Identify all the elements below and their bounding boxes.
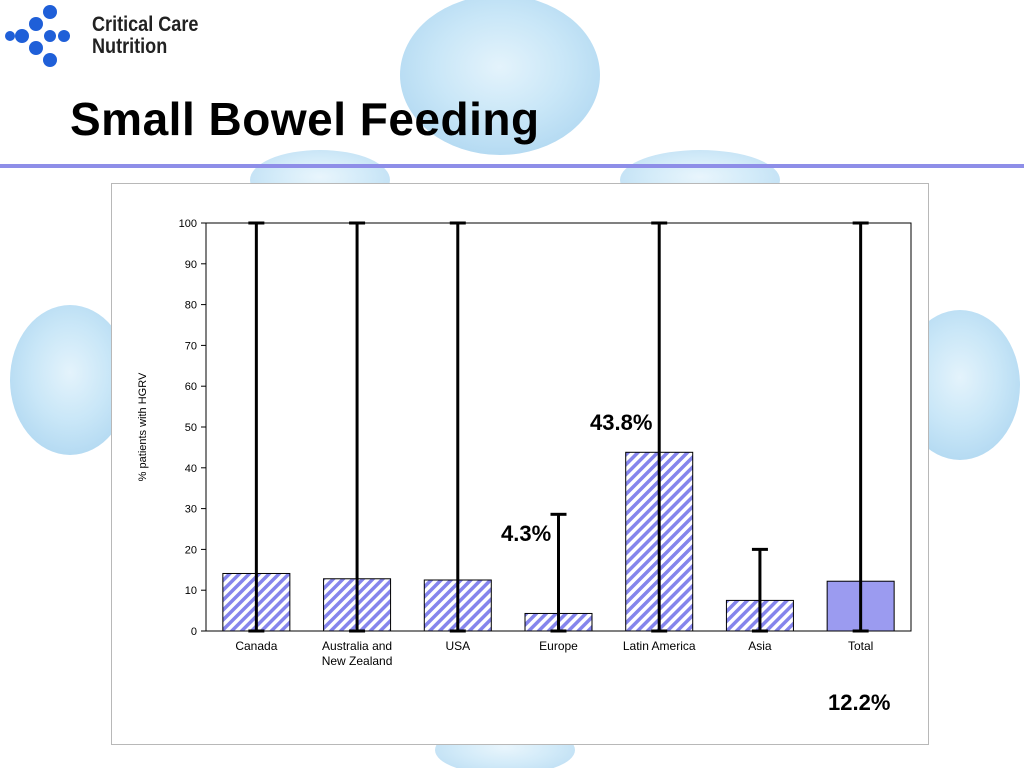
page-title: Small Bowel Feeding [70, 93, 540, 145]
y-tick-label: 60 [185, 381, 197, 393]
callout-europe: 4.3% [501, 521, 552, 546]
bg-bubble [400, 0, 600, 155]
title-divider [0, 164, 1024, 168]
bg-bubble [900, 310, 1020, 460]
y-tick-label: 40 [185, 463, 197, 475]
brand-line-2: Nutrition [92, 35, 168, 58]
brand-logo-icon [5, 5, 70, 67]
y-tick-label: 0 [191, 626, 197, 638]
x-tick-label: New Zealand [322, 654, 393, 668]
callout-total: 12.2% [828, 690, 891, 715]
y-tick-label: 10 [185, 585, 197, 597]
x-tick-label: Total [848, 639, 873, 653]
chart-panel: 0 10 20 30 40 50 60 70 80 90 100 % patients with HG… [111, 183, 929, 745]
brand-name: Critical Care Nutrition [92, 14, 198, 58]
y-tick-label: 100 [179, 218, 197, 230]
callout-latin-america: 43.8% [590, 410, 653, 435]
x-tick-label: Europe [539, 639, 578, 653]
y-tick-label: 80 [185, 300, 197, 312]
y-tick-label: 70 [185, 340, 197, 352]
x-tick-label: Asia [748, 639, 772, 653]
y-axis-label: % patients with HGRV [137, 372, 149, 481]
x-tick-label: Canada [235, 639, 277, 653]
x-tick-label: Australia and [322, 639, 392, 653]
y-tick-label: 50 [185, 422, 197, 434]
bar-chart: 0 10 20 30 40 50 60 70 80 90 100 % patients with HG… [137, 218, 912, 668]
x-tick-label: Latin America [623, 639, 696, 653]
brand-line-1: Critical Care [92, 13, 199, 36]
y-tick-label: 20 [185, 544, 197, 556]
y-tick-label: 30 [185, 504, 197, 516]
y-tick-label: 90 [185, 259, 197, 271]
x-tick-label: USA [445, 639, 470, 653]
bg-bubble [10, 305, 130, 455]
